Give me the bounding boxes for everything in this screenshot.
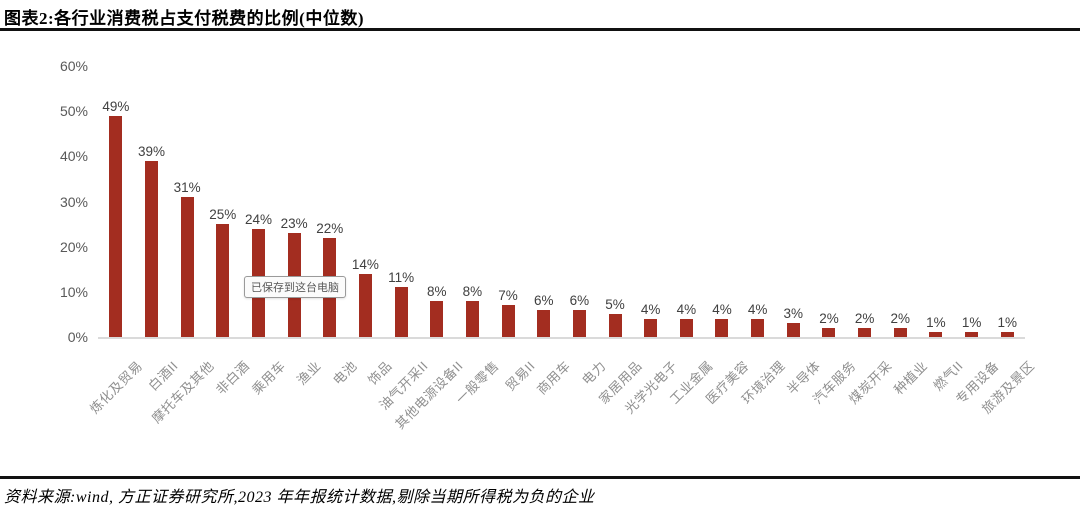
- y-axis-tick-label: 20%: [59, 238, 88, 255]
- bar-value-label: 7%: [498, 288, 518, 303]
- bar: [394, 287, 408, 337]
- bar-value-label: 11%: [388, 270, 415, 285]
- bar: [965, 332, 979, 337]
- bar-value-label: 8%: [426, 284, 447, 299]
- x-axis-labels: 炼化及贸易 白酒II 摩托车及其他 非白酒 乘用车 渔业 电池 饰品 油气开采II 其他电源设备I…: [87, 348, 1037, 473]
- bar-column: 25%: [205, 207, 241, 337]
- bar-value-label: 39%: [137, 144, 165, 159]
- bar-value-label: 6%: [569, 293, 590, 308]
- bar: [465, 301, 479, 337]
- bar-column: 24%: [241, 212, 277, 337]
- bar-column: 4%: [704, 302, 740, 337]
- bar-column: 8%: [419, 284, 455, 337]
- bar-column: 8%: [455, 284, 491, 337]
- bar: [358, 274, 372, 337]
- bar-value-label: 3%: [783, 306, 804, 321]
- source-note: 资料来源:wind, 方正证券研究所,2023 年年报统计数据,剔除当期所得税为…: [4, 489, 595, 506]
- bar-value-label: 22%: [316, 221, 344, 236]
- x-axis-label: 非白酒: [213, 358, 253, 398]
- bar-column: 2%: [882, 311, 918, 337]
- x-axis-label: 乘用车: [248, 358, 289, 398]
- bar: [216, 224, 230, 337]
- bar-column: 6%: [526, 293, 562, 337]
- bar-column: 1%: [954, 315, 990, 337]
- bar-chart-plot-area: 49% 39% 31% 25% 24% 23% 22% 14% 11% 8% 8% 7% 6% 6% 5% 4…: [98, 66, 1025, 339]
- bar: [430, 301, 444, 337]
- bar-value-label: 1%: [926, 315, 946, 330]
- bar-value-label: 2%: [819, 311, 839, 326]
- bar: [893, 328, 907, 337]
- bar-column: 4%: [633, 302, 669, 337]
- bar-value-label: 6%: [533, 293, 554, 308]
- bar-value-label: 1%: [961, 315, 982, 330]
- title-divider-line: [0, 28, 1080, 31]
- bar: [929, 332, 943, 337]
- bar-value-label: 8%: [462, 284, 483, 299]
- bar-column: 4%: [740, 302, 776, 337]
- saved-notification-tooltip: 已保存到这台电脑: [244, 276, 346, 298]
- x-axis-label: 贸易II: [502, 358, 538, 394]
- bar-column: 1%: [989, 315, 1025, 337]
- bar-column: 4%: [669, 302, 705, 337]
- bar-column: 3%: [775, 306, 811, 337]
- bar-column: 5%: [597, 297, 633, 337]
- bar: [180, 197, 194, 337]
- x-axis-label: 种植业: [890, 358, 930, 398]
- y-axis-tick-label: 50%: [59, 103, 88, 120]
- bar-value-label: 1%: [997, 315, 1017, 330]
- bar: [109, 116, 123, 337]
- bar-value-label: 2%: [890, 311, 911, 326]
- bar-column: 2%: [811, 311, 847, 337]
- bar: [679, 319, 693, 337]
- bar-value-label: 2%: [854, 311, 875, 326]
- bar-column: 39%: [134, 144, 170, 337]
- bar-column: 1%: [918, 315, 954, 337]
- bar: [644, 319, 658, 337]
- y-axis-tick-label: 60%: [59, 58, 88, 74]
- bar: [858, 328, 872, 337]
- bar: [822, 328, 836, 337]
- bar: [786, 323, 800, 337]
- x-axis-label: 渔业: [294, 358, 324, 388]
- bar-column: 49%: [98, 99, 134, 337]
- bar: [501, 305, 515, 337]
- bar: [608, 314, 622, 337]
- bar-column: 2%: [847, 311, 883, 337]
- y-axis-tick-label: 0%: [67, 329, 88, 345]
- y-axis-tick-label: 10%: [59, 283, 88, 300]
- bar: [537, 310, 551, 337]
- bar: [572, 310, 586, 337]
- bar: [1000, 332, 1014, 337]
- bar-value-label: 31%: [173, 180, 201, 195]
- bar-value-label: 23%: [280, 216, 308, 231]
- y-axis-tick-label: 40%: [59, 148, 88, 165]
- bar: [144, 161, 158, 337]
- chart-title: 图表2:各行业消费税占支付税费的比例(中位数): [4, 9, 364, 28]
- y-axis-tick-label: 30%: [59, 193, 88, 210]
- x-axis-label: 电池: [329, 358, 360, 388]
- bar-value-label: 5%: [605, 297, 625, 312]
- footer-divider-line: [0, 476, 1080, 479]
- bar-column: 7%: [490, 288, 526, 337]
- bar-value-label: 24%: [244, 212, 272, 227]
- bar-column: 6%: [562, 293, 598, 337]
- x-axis-label: 商用车: [534, 358, 574, 398]
- bar: [751, 319, 765, 337]
- bar-value-label: 49%: [102, 99, 130, 114]
- bar-column: 31%: [169, 180, 205, 337]
- bar-value-label: 14%: [351, 257, 379, 272]
- y-axis: 60% 50% 40% 30% 20% 10% 0%: [30, 58, 88, 345]
- bar-value-label: 4%: [640, 302, 661, 317]
- bar-column: 11%: [383, 270, 419, 337]
- bar-value-label: 4%: [676, 302, 697, 317]
- bar-value-label: 4%: [747, 302, 768, 317]
- bar: [715, 319, 729, 337]
- x-axis-label: 炼化及贸易: [87, 358, 146, 417]
- bar-value-label: 25%: [209, 207, 237, 222]
- bar-column: 14%: [348, 257, 384, 337]
- bar-value-label: 4%: [712, 302, 732, 317]
